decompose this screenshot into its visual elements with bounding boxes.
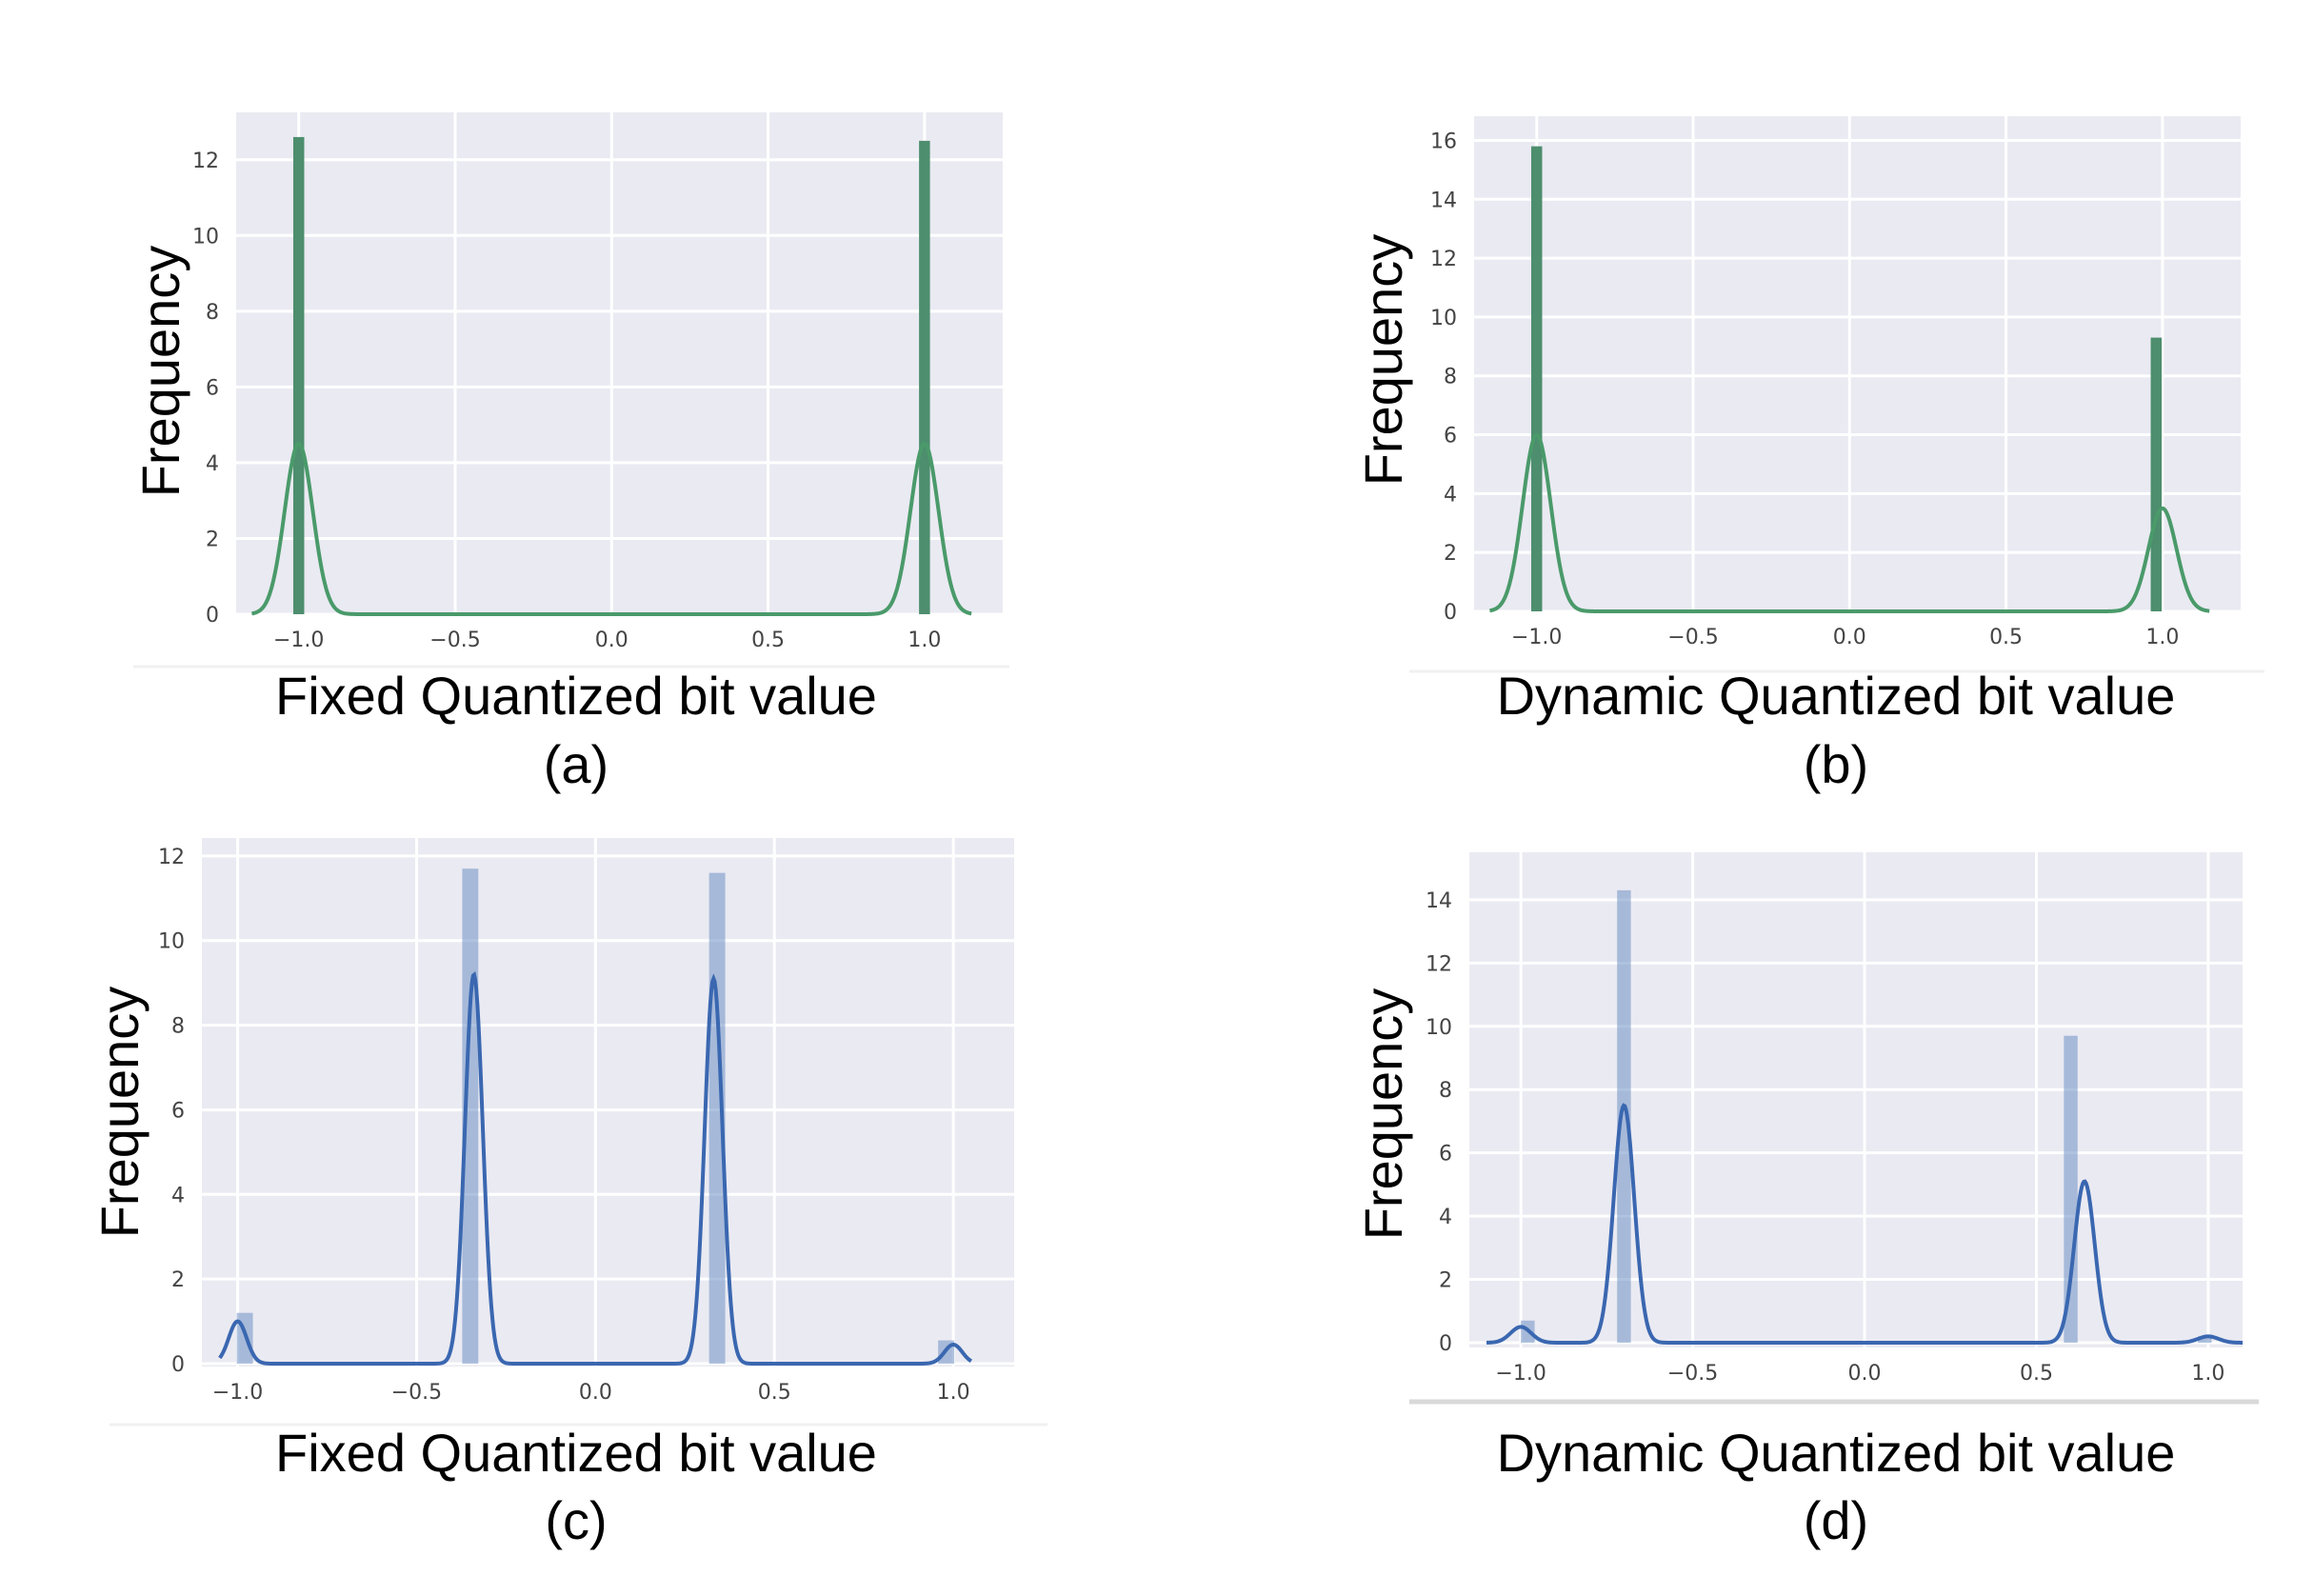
y-tick-label-c-6: 12 [158, 846, 185, 869]
x-tick-label-a-4: 1.0 [908, 628, 941, 652]
x-tick-label-c-2: 0.0 [579, 1381, 612, 1405]
ticks-a: −1.0 −0.5 0.0 0.5 1.0 0 2 4 6 8 10 12 [192, 150, 941, 652]
y-tick-label-b-7: 14 [1430, 189, 1457, 212]
bar-d-2 [2064, 1035, 2078, 1343]
bars-c [236, 868, 955, 1364]
y-tick-label-d-5: 10 [1426, 1016, 1452, 1040]
bar-c-1 [462, 868, 479, 1364]
y-tick-label-c-1: 2 [171, 1268, 185, 1292]
y-tick-label-a-5: 10 [192, 225, 219, 249]
plot-area-b [1474, 116, 2241, 611]
x-tick-label-b-4: 1.0 [2145, 626, 2179, 649]
y-tick-label-b-5: 10 [1430, 307, 1457, 330]
panel-d: −1.0 −0.5 0.0 0.5 1.0 0 2 4 6 8 10 12 14 Frequency D… [1353, 852, 2259, 1550]
y-axis-label-b: Frequency [1353, 234, 1413, 487]
panel-c: −1.0 −0.5 0.0 0.5 1.0 0 2 4 6 8 10 12 Frequency Fix… [90, 838, 1047, 1550]
x-tick-label-c-1: −0.5 [391, 1381, 442, 1405]
x-tick-label-c-3: 0.5 [758, 1381, 791, 1405]
x-tick-label-a-0: −1.0 [273, 628, 324, 652]
bar-b-1 [2150, 337, 2163, 611]
x-tick-label-a-3: 0.5 [751, 628, 785, 652]
x-tick-label-b-2: 0.0 [1833, 626, 1866, 649]
bars-b [1530, 146, 2163, 612]
y-tick-label-b-0: 0 [1444, 601, 1457, 625]
bar-a-1 [919, 140, 930, 614]
y-tick-label-b-6: 12 [1430, 248, 1457, 271]
grid-a [236, 112, 1003, 616]
y-tick-label-c-4: 8 [171, 1015, 185, 1039]
y-tick-label-b-4: 8 [1444, 366, 1457, 389]
y-tick-label-c-2: 4 [171, 1184, 185, 1207]
x-tick-label-d-1: −0.5 [1667, 1362, 1718, 1386]
kde-line-b [1489, 432, 2210, 613]
x-tick-label-c-0: −1.0 [212, 1381, 263, 1405]
y-tick-label-d-1: 2 [1439, 1269, 1452, 1293]
plot-area-c [202, 838, 1014, 1367]
x-axis-label-b: Dynamic Quantized bit value [1497, 666, 2176, 726]
y-tick-label-c-5: 10 [158, 930, 185, 954]
y-tick-label-a-1: 2 [206, 528, 219, 551]
y-tick-label-a-4: 8 [206, 301, 219, 325]
y-tick-label-b-3: 6 [1444, 425, 1457, 449]
panel-label-d: (d) [1804, 1490, 1868, 1550]
panel-label-c: (c) [545, 1490, 607, 1550]
panel-b: −1.0 −0.5 0.0 0.5 1.0 0 2 4 6 8 10 12 14 16 Frequency… [1353, 116, 2264, 794]
y-axis-label-a: Frequency [130, 246, 190, 498]
x-tick-label-d-2: 0.0 [1848, 1362, 1882, 1386]
ticks-d: −1.0 −0.5 0.0 0.5 1.0 0 2 4 6 8 10 12 14 [1426, 889, 2224, 1386]
x-tick-label-d-3: 0.5 [2020, 1362, 2053, 1386]
y-axis-label-c: Frequency [90, 987, 150, 1239]
y-tick-label-a-0: 0 [206, 604, 219, 628]
x-tick-label-d-4: 1.0 [2191, 1362, 2224, 1386]
x-tick-label-b-1: −0.5 [1667, 626, 1718, 649]
panel-label-b: (b) [1804, 734, 1868, 794]
y-tick-label-c-0: 0 [171, 1353, 185, 1377]
bar-d-3 [2198, 1336, 2212, 1343]
plot-area-a [236, 112, 1003, 614]
x-tick-label-a-2: 0.0 [595, 628, 628, 652]
y-tick-label-d-7: 14 [1426, 889, 1452, 913]
y-tick-label-d-4: 8 [1439, 1079, 1452, 1103]
y-tick-label-d-2: 4 [1439, 1206, 1452, 1229]
bar-c-2 [708, 872, 726, 1364]
x-tick-label-a-1: −0.5 [429, 628, 480, 652]
kde-line-c [218, 970, 972, 1366]
y-tick-label-c-3: 6 [171, 1099, 185, 1123]
y-tick-label-b-2: 4 [1444, 483, 1457, 507]
y-tick-label-d-6: 12 [1426, 952, 1452, 976]
x-tick-label-b-0: −1.0 [1511, 626, 1562, 649]
bars-d [1521, 889, 2212, 1343]
y-tick-label-a-2: 4 [206, 452, 219, 476]
panel-a: −1.0 −0.5 0.0 0.5 1.0 0 2 4 6 8 10 12 Frequency Fix… [130, 112, 1009, 794]
y-tick-label-d-0: 0 [1439, 1332, 1452, 1356]
y-tick-label-a-6: 12 [192, 150, 219, 173]
bar-d-1 [1617, 889, 1631, 1343]
x-tick-label-d-0: −1.0 [1495, 1362, 1546, 1386]
y-tick-label-b-8: 16 [1430, 130, 1457, 153]
x-axis-label-c: Fixed Quantized bit value [275, 1423, 877, 1483]
y-tick-label-d-3: 6 [1439, 1143, 1452, 1167]
y-tick-label-b-1: 2 [1444, 542, 1457, 566]
panel-label-a: (a) [544, 734, 608, 794]
ticks-c: −1.0 −0.5 0.0 0.5 1.0 0 2 4 6 8 10 12 [158, 846, 970, 1405]
kde-line-a [251, 442, 972, 616]
bar-a-0 [292, 136, 305, 614]
x-tick-label-b-3: 0.5 [1989, 626, 2023, 649]
plot-area-d [1469, 852, 2243, 1347]
y-tick-label-a-3: 6 [206, 376, 219, 400]
bar-b-0 [1530, 146, 1543, 612]
x-axis-label-a: Fixed Quantized bit value [275, 666, 877, 726]
x-axis-label-d: Dynamic Quantized bit value [1497, 1423, 2176, 1483]
ticks-b: −1.0 −0.5 0.0 0.5 1.0 0 2 4 6 8 10 12 14 16 [1430, 130, 2179, 649]
bars-a [292, 136, 930, 614]
x-tick-label-c-4: 1.0 [937, 1381, 970, 1405]
kde-line-d [1486, 1103, 2244, 1345]
y-axis-label-d: Frequency [1353, 988, 1413, 1241]
